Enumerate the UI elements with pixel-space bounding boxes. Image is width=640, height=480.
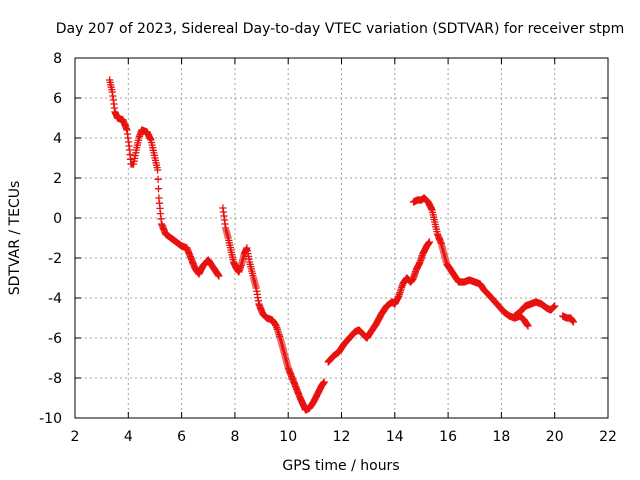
y-axis-label: SDTVAR / TECUs	[7, 181, 23, 296]
grid-lines	[75, 58, 608, 418]
y-tick-labels: -10 -8 -6 -4 -2 0 2 4 6 8	[39, 51, 62, 427]
y-tick-label: -4	[48, 291, 62, 307]
x-tick-label: 18	[492, 429, 510, 445]
y-tick-label: -8	[48, 371, 62, 387]
y-tick-label: -10	[39, 411, 62, 427]
y-tick-label: 2	[53, 171, 62, 187]
x-tick-label: 22	[599, 429, 617, 445]
data-point-markers	[559, 312, 577, 326]
x-tick-label: 20	[546, 429, 564, 445]
data-series	[219, 204, 328, 414]
data-series	[106, 76, 223, 280]
y-tick-label: -6	[48, 331, 62, 347]
y-tick-label: 8	[53, 51, 62, 67]
data-point-markers	[106, 76, 223, 280]
x-axis-label: GPS time / hours	[282, 458, 399, 474]
data-point-markers	[324, 238, 433, 366]
axis-ticks	[74, 57, 609, 419]
x-tick-label: 14	[386, 429, 404, 445]
x-tick-label: 4	[124, 429, 133, 445]
y-tick-label: -2	[48, 251, 62, 267]
data-series	[559, 312, 577, 326]
y-tick-label: 4	[53, 131, 62, 147]
chart-title: Day 207 of 2023, Sidereal Day-to-day VTE…	[56, 21, 625, 37]
data-point-markers	[409, 194, 532, 330]
x-tick-label: 6	[177, 429, 186, 445]
y-tick-label: 0	[53, 211, 62, 227]
y-tick-label: 6	[53, 91, 62, 107]
x-tick-label: 10	[279, 429, 297, 445]
data-point-markers	[511, 298, 559, 320]
data-series	[409, 194, 532, 330]
data-points	[106, 76, 577, 414]
x-tick-label: 16	[439, 429, 457, 445]
x-tick-labels: 2 4 6 8 10 12 14 16 18 20 22	[71, 429, 617, 445]
data-series	[511, 298, 559, 320]
data-series	[324, 238, 433, 366]
data-point-markers	[219, 204, 328, 414]
x-tick-label: 12	[333, 429, 351, 445]
x-tick-label: 2	[71, 429, 80, 445]
x-tick-label: 8	[230, 429, 239, 445]
